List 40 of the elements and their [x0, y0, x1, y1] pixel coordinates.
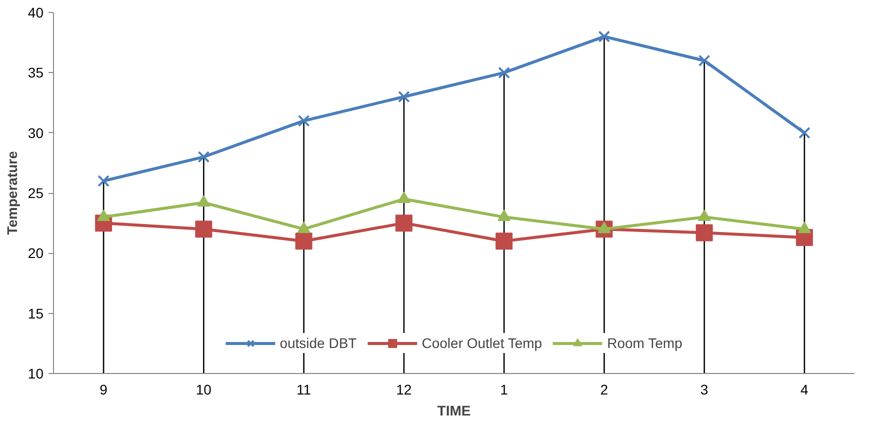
point	[198, 150, 210, 163]
point	[398, 90, 410, 103]
point	[698, 54, 710, 67]
y-axis-title: Temperature	[4, 150, 20, 235]
point	[698, 210, 711, 222]
point	[798, 126, 810, 139]
point	[598, 30, 610, 43]
point	[798, 222, 811, 234]
y-tick-label: 20	[28, 245, 44, 262]
point	[295, 232, 312, 250]
x-tick-label: 11	[296, 382, 312, 398]
x-tick-label: 9	[100, 382, 108, 398]
point	[97, 210, 110, 222]
legend-label: Cooler Outlet Temp	[422, 335, 542, 351]
x-tick-label: 3	[700, 382, 708, 398]
point	[397, 192, 410, 203]
point	[98, 175, 110, 187]
y-tick-label: 40	[28, 4, 44, 20]
y-tick-label: 30	[28, 124, 44, 141]
legend-label: outside DBT	[280, 335, 357, 351]
point	[496, 232, 513, 250]
y-tick-label: 25	[28, 185, 44, 201]
point	[298, 114, 310, 127]
point	[696, 224, 713, 242]
x-tick-label: 12	[396, 382, 412, 398]
point	[197, 195, 210, 207]
x-tick-label: 2	[600, 382, 608, 398]
legend-label: Room Temp	[607, 335, 682, 351]
point	[297, 222, 310, 234]
x-tick-label: 10	[196, 382, 212, 398]
y-tick-label: 35	[28, 64, 44, 81]
point	[498, 210, 511, 222]
x-tick-label: 1	[500, 382, 508, 398]
point	[498, 66, 510, 79]
x-tick-label: 4	[800, 382, 809, 398]
point	[395, 214, 412, 232]
point	[195, 220, 212, 238]
y-tick-label: 15	[28, 305, 44, 322]
x-axis-title: TIME	[437, 402, 471, 418]
y-tick-label: 10	[28, 366, 44, 382]
